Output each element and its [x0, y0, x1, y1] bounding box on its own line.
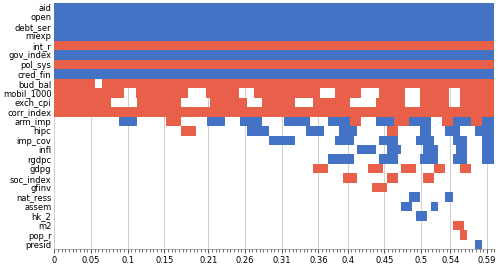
Bar — [424, 173, 434, 183]
Bar — [482, 136, 494, 145]
Bar — [166, 117, 181, 126]
Bar — [54, 50, 494, 60]
Bar — [54, 60, 494, 69]
Bar — [54, 12, 494, 22]
Bar — [408, 117, 430, 126]
Bar — [206, 88, 239, 98]
Bar — [474, 126, 494, 136]
Bar — [380, 154, 398, 164]
Bar — [137, 98, 181, 107]
Bar — [386, 173, 398, 183]
Bar — [247, 126, 269, 136]
Bar — [460, 164, 471, 173]
Bar — [328, 117, 350, 126]
Bar — [416, 136, 434, 145]
Bar — [240, 117, 262, 126]
Bar — [102, 79, 494, 88]
Bar — [269, 136, 295, 145]
Bar — [460, 98, 494, 107]
Bar — [420, 126, 430, 136]
Bar — [207, 117, 225, 126]
Bar — [408, 192, 420, 202]
Bar — [482, 145, 494, 154]
Bar — [420, 98, 449, 107]
Bar — [394, 117, 408, 126]
Bar — [54, 98, 112, 107]
Bar — [446, 192, 452, 202]
Bar — [376, 117, 394, 126]
Bar — [313, 164, 328, 173]
Bar — [456, 145, 468, 154]
Bar — [378, 88, 405, 98]
Bar — [358, 145, 376, 154]
Bar — [54, 31, 494, 41]
Bar — [376, 98, 405, 107]
Bar — [284, 117, 310, 126]
Bar — [350, 117, 361, 126]
Bar — [442, 117, 452, 126]
Bar — [434, 164, 446, 173]
Bar — [306, 126, 324, 136]
Bar — [368, 164, 383, 173]
Bar — [452, 117, 471, 126]
Bar — [446, 126, 460, 136]
Bar — [181, 126, 196, 136]
Bar — [54, 41, 494, 50]
Bar — [372, 183, 386, 192]
Bar — [54, 107, 494, 117]
Bar — [342, 173, 357, 183]
Bar — [380, 136, 398, 145]
Bar — [402, 202, 412, 211]
Bar — [210, 98, 247, 107]
Bar — [119, 117, 137, 126]
Bar — [54, 88, 124, 98]
Bar — [313, 98, 350, 107]
Bar — [416, 211, 427, 221]
Bar — [339, 126, 357, 136]
Bar — [386, 126, 398, 136]
Bar — [328, 154, 353, 164]
Bar — [136, 88, 188, 98]
Bar — [334, 88, 361, 98]
Bar — [420, 154, 438, 164]
Bar — [335, 136, 353, 145]
Bar — [54, 69, 494, 79]
Bar — [262, 98, 295, 107]
Bar — [386, 145, 402, 154]
Bar — [54, 79, 94, 88]
Bar — [424, 145, 438, 154]
Bar — [54, 3, 494, 12]
Bar — [474, 240, 482, 249]
Bar — [402, 164, 416, 173]
Bar — [460, 230, 468, 240]
Bar — [460, 88, 494, 98]
Bar — [452, 154, 468, 164]
Bar — [54, 22, 494, 31]
Bar — [471, 117, 482, 126]
Bar — [482, 154, 494, 164]
Bar — [452, 221, 464, 230]
Bar — [452, 136, 468, 145]
Bar — [420, 88, 449, 98]
Bar — [254, 88, 320, 98]
Bar — [482, 117, 494, 126]
Bar — [430, 202, 438, 211]
